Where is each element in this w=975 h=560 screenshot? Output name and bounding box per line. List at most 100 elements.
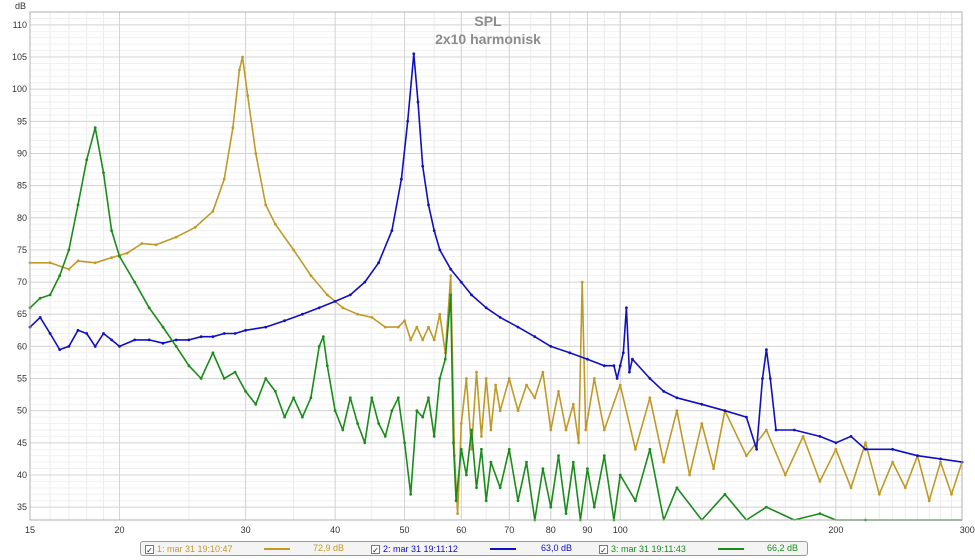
series-1-point [238,68,241,72]
series-3-point [723,492,727,496]
series-3-point [118,255,121,258]
series-3-point [254,402,258,406]
series-1-point [76,259,80,263]
series-3-point [525,460,528,464]
x-tick-label: 50 [400,525,410,535]
series-2-point [222,332,226,335]
series-1-point [48,261,52,265]
y-tick-label: 75 [17,245,27,255]
series-2-point [533,335,537,339]
series-1-point [292,248,295,252]
x-tick-label: 200 [828,525,843,535]
series-3-point [301,415,304,419]
series-2-point [939,457,942,461]
series-1-point [602,428,606,432]
series-1-point [415,325,419,329]
series-1-point [648,396,652,400]
legend-entry-3[interactable]: ✓ 3: mar 31 19:11:43 [599,543,686,555]
series-2-point [264,325,268,329]
y-tick-label: 105 [12,52,27,62]
legend-value-1: 72,9 dB [313,543,345,553]
y-tick-label: 80 [17,213,27,223]
legend-value-2: 63,0 dB [541,543,573,553]
series-2-point [67,345,71,348]
series-1-point [475,370,478,374]
series-2-point [93,345,97,348]
series-2-point [301,312,304,316]
series-2-point [864,447,867,451]
series-3-point [390,409,394,413]
series-1-point [341,306,345,310]
series-2-point [416,100,420,104]
series-3-point [507,447,511,451]
tick-labels: 35 40 45 50 55 60 65 70 75 80 85 90 95 100 105 110 15 20 3… [12,20,975,535]
series-3-point [102,171,105,175]
legend-value-3: 66,2 dB [767,543,799,553]
series-2-point [187,338,191,342]
series-3-point [452,441,455,445]
series-1-point [110,256,113,259]
series-3-point [432,435,436,438]
series-1-point [470,447,473,451]
series-1-point [584,428,588,432]
x-tick-label: 300 Hz [960,525,975,535]
series-3-point [356,422,359,425]
series-2-point [675,396,679,400]
y-tick-label: 85 [17,181,27,191]
series-1-point [745,454,748,458]
series-2-point [834,441,838,445]
series-1-point [93,261,97,265]
series-2-point [432,229,436,233]
series-1-point [309,274,313,277]
series-3-point [396,396,400,400]
series-2-point [621,351,625,355]
series-2-point [648,377,652,380]
y-tick-label: 70 [17,277,27,287]
legend-label-3: 3: mar 31 19:11:43 [611,544,686,554]
series-3-point [592,505,596,509]
x-tick-label: 80 [546,525,556,535]
series-2-point [459,280,463,284]
series-1-point [903,486,907,490]
legend-checkbox-1[interactable]: ✓ [145,544,154,555]
series-1-point [662,460,666,464]
y-tick-label: 55 [17,374,27,384]
series-2-point [849,435,853,438]
series-2-point [348,293,352,297]
legend-entry-2[interactable]: ✓ 2: mar 31 19:11:12 [371,543,458,555]
series-3-point [48,293,52,297]
legend-checkbox-2[interactable]: ✓ [371,544,380,555]
legend-entry-1[interactable]: ✓ 1: mar 31 19:10:47 [145,543,233,555]
series-3-point [283,415,286,419]
series-3-point [58,274,62,277]
series-3-point [222,377,226,380]
series-1-point [498,409,502,413]
series-2-point [916,454,919,458]
series-2-point [774,428,778,432]
series-2-point [406,119,410,123]
series-1-point [396,325,400,329]
series-1-point [700,422,704,425]
series-2-point [484,306,488,310]
series-1-point [571,402,575,406]
series-1-point [480,435,483,438]
series-2-point [615,377,619,380]
series-1-point [634,447,637,451]
y-tick-label: 110 [13,20,27,30]
series-lines [28,52,964,522]
legend-checkbox-3[interactable]: ✓ [599,544,608,555]
series-1-point [246,94,250,97]
series-1-point [193,226,197,229]
x-tick-label: 15 [25,525,35,535]
series-1-point [459,422,463,425]
series-2-point [470,293,473,297]
series-2-point [85,332,89,335]
series-3-point [110,229,113,233]
series-2-point [700,402,704,406]
series-1-point [577,441,581,445]
series-1-point [264,203,268,207]
series-1-point [801,435,805,438]
series-2-point [133,338,137,342]
series-3-point [648,447,652,451]
x-tick-label: 70 [504,525,514,535]
